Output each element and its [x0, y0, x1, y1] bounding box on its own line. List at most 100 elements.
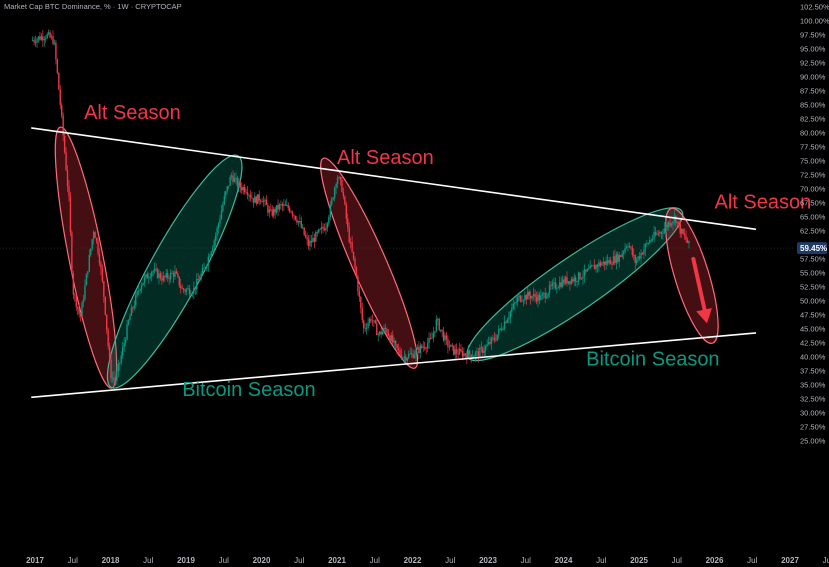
- candle-body: [117, 363, 120, 372]
- candle-body: [313, 237, 316, 242]
- y-tick-label: 40.00%: [800, 353, 826, 362]
- candle-body: [500, 328, 503, 330]
- x-tick-label: Jul: [143, 556, 153, 565]
- candle-body: [579, 272, 581, 279]
- candle-body: [554, 282, 557, 289]
- candle-body: [344, 196, 346, 205]
- candle-body: [325, 227, 327, 231]
- candle-body: [373, 320, 375, 322]
- candle-body: [214, 235, 217, 241]
- candle-body: [50, 36, 53, 38]
- candle-body: [171, 272, 173, 274]
- candle-body: [582, 276, 584, 279]
- candle-body: [200, 273, 202, 280]
- candle-body: [606, 260, 609, 264]
- candle-body: [303, 227, 305, 235]
- candle-body: [496, 334, 498, 341]
- candle-body: [426, 343, 429, 349]
- candle-body: [178, 276, 181, 286]
- candle-body: [182, 288, 185, 291]
- candle-body: [155, 268, 157, 270]
- candle-body: [547, 293, 549, 297]
- candle-body: [483, 350, 485, 353]
- candle-body: [290, 211, 292, 213]
- candle-body: [284, 204, 287, 206]
- candle-body: [43, 39, 45, 41]
- candle-body: [242, 187, 244, 191]
- y-tick-label: 25.00%: [800, 437, 826, 446]
- y-tick-label: 37.50%: [800, 367, 826, 376]
- y-tick-label: 90.00%: [800, 73, 826, 82]
- candle-body: [622, 251, 625, 254]
- current-price-badge: 59.45%: [797, 242, 827, 255]
- candle-body: [370, 318, 372, 321]
- candle-body: [241, 187, 243, 191]
- candle-body: [438, 318, 440, 331]
- candle-body: [561, 279, 564, 287]
- candle-body: [261, 201, 263, 203]
- candle-body: [197, 279, 199, 280]
- candle-body: [637, 256, 639, 260]
- candle-body: [212, 247, 214, 252]
- candle-body: [387, 333, 390, 336]
- candle-body: [611, 264, 613, 266]
- candle-body: [367, 322, 369, 328]
- candle-body: [268, 209, 271, 213]
- candle-body: [612, 256, 615, 265]
- candle-body: [209, 256, 211, 258]
- candle-body: [634, 255, 636, 264]
- candle-body: [188, 288, 191, 295]
- candle-body: [654, 232, 657, 235]
- candle-body: [130, 307, 133, 316]
- candle-body: [406, 358, 408, 361]
- candle-body: [119, 362, 121, 364]
- x-tick-label: Jul: [219, 556, 229, 565]
- candle-body: [405, 356, 407, 361]
- candle-body: [335, 183, 337, 188]
- candle-body: [596, 264, 599, 267]
- candle-body: [153, 268, 156, 272]
- x-tick-label: 2026: [706, 556, 724, 565]
- candle-body: [461, 350, 464, 357]
- candle-body: [466, 355, 468, 359]
- candle-body: [342, 191, 345, 197]
- candle-body: [590, 265, 593, 267]
- y-tick-label: 42.50%: [800, 339, 826, 348]
- candle-body: [386, 329, 388, 334]
- candle-body: [191, 293, 194, 295]
- candle-body: [675, 215, 677, 223]
- candle-body: [573, 277, 575, 282]
- candle-body: [309, 240, 311, 247]
- candle-body: [524, 295, 526, 301]
- candle-body: [653, 232, 655, 239]
- candle-body: [492, 337, 494, 339]
- candle-body: [428, 338, 430, 344]
- candle-body: [560, 282, 562, 287]
- candle-body: [640, 252, 642, 259]
- candle-body: [272, 208, 275, 216]
- y-tick-label: 102.50%: [800, 3, 829, 12]
- x-tick-label: 2022: [404, 556, 422, 565]
- candle-body: [220, 210, 223, 220]
- candle-body: [239, 182, 242, 188]
- candle-body: [563, 279, 565, 284]
- candle-body: [136, 291, 138, 296]
- candle-body: [605, 260, 607, 265]
- candle-body: [365, 327, 368, 329]
- candle-body: [599, 262, 602, 266]
- candle-body: [306, 237, 308, 240]
- y-tick-label: 95.00%: [800, 45, 826, 54]
- x-tick-label: 2024: [555, 556, 573, 565]
- candle-body: [618, 255, 620, 262]
- y-tick-label: 55.00%: [800, 269, 826, 278]
- candle-body: [682, 229, 684, 234]
- candle-body: [293, 215, 295, 217]
- candle-body: [534, 293, 536, 297]
- candle-body: [216, 228, 218, 236]
- y-tick-label: 35.00%: [800, 381, 826, 390]
- candle-body: [473, 356, 475, 357]
- candle-body: [210, 251, 212, 257]
- candle-body: [502, 328, 504, 330]
- y-tick-label: 67.50%: [800, 199, 826, 208]
